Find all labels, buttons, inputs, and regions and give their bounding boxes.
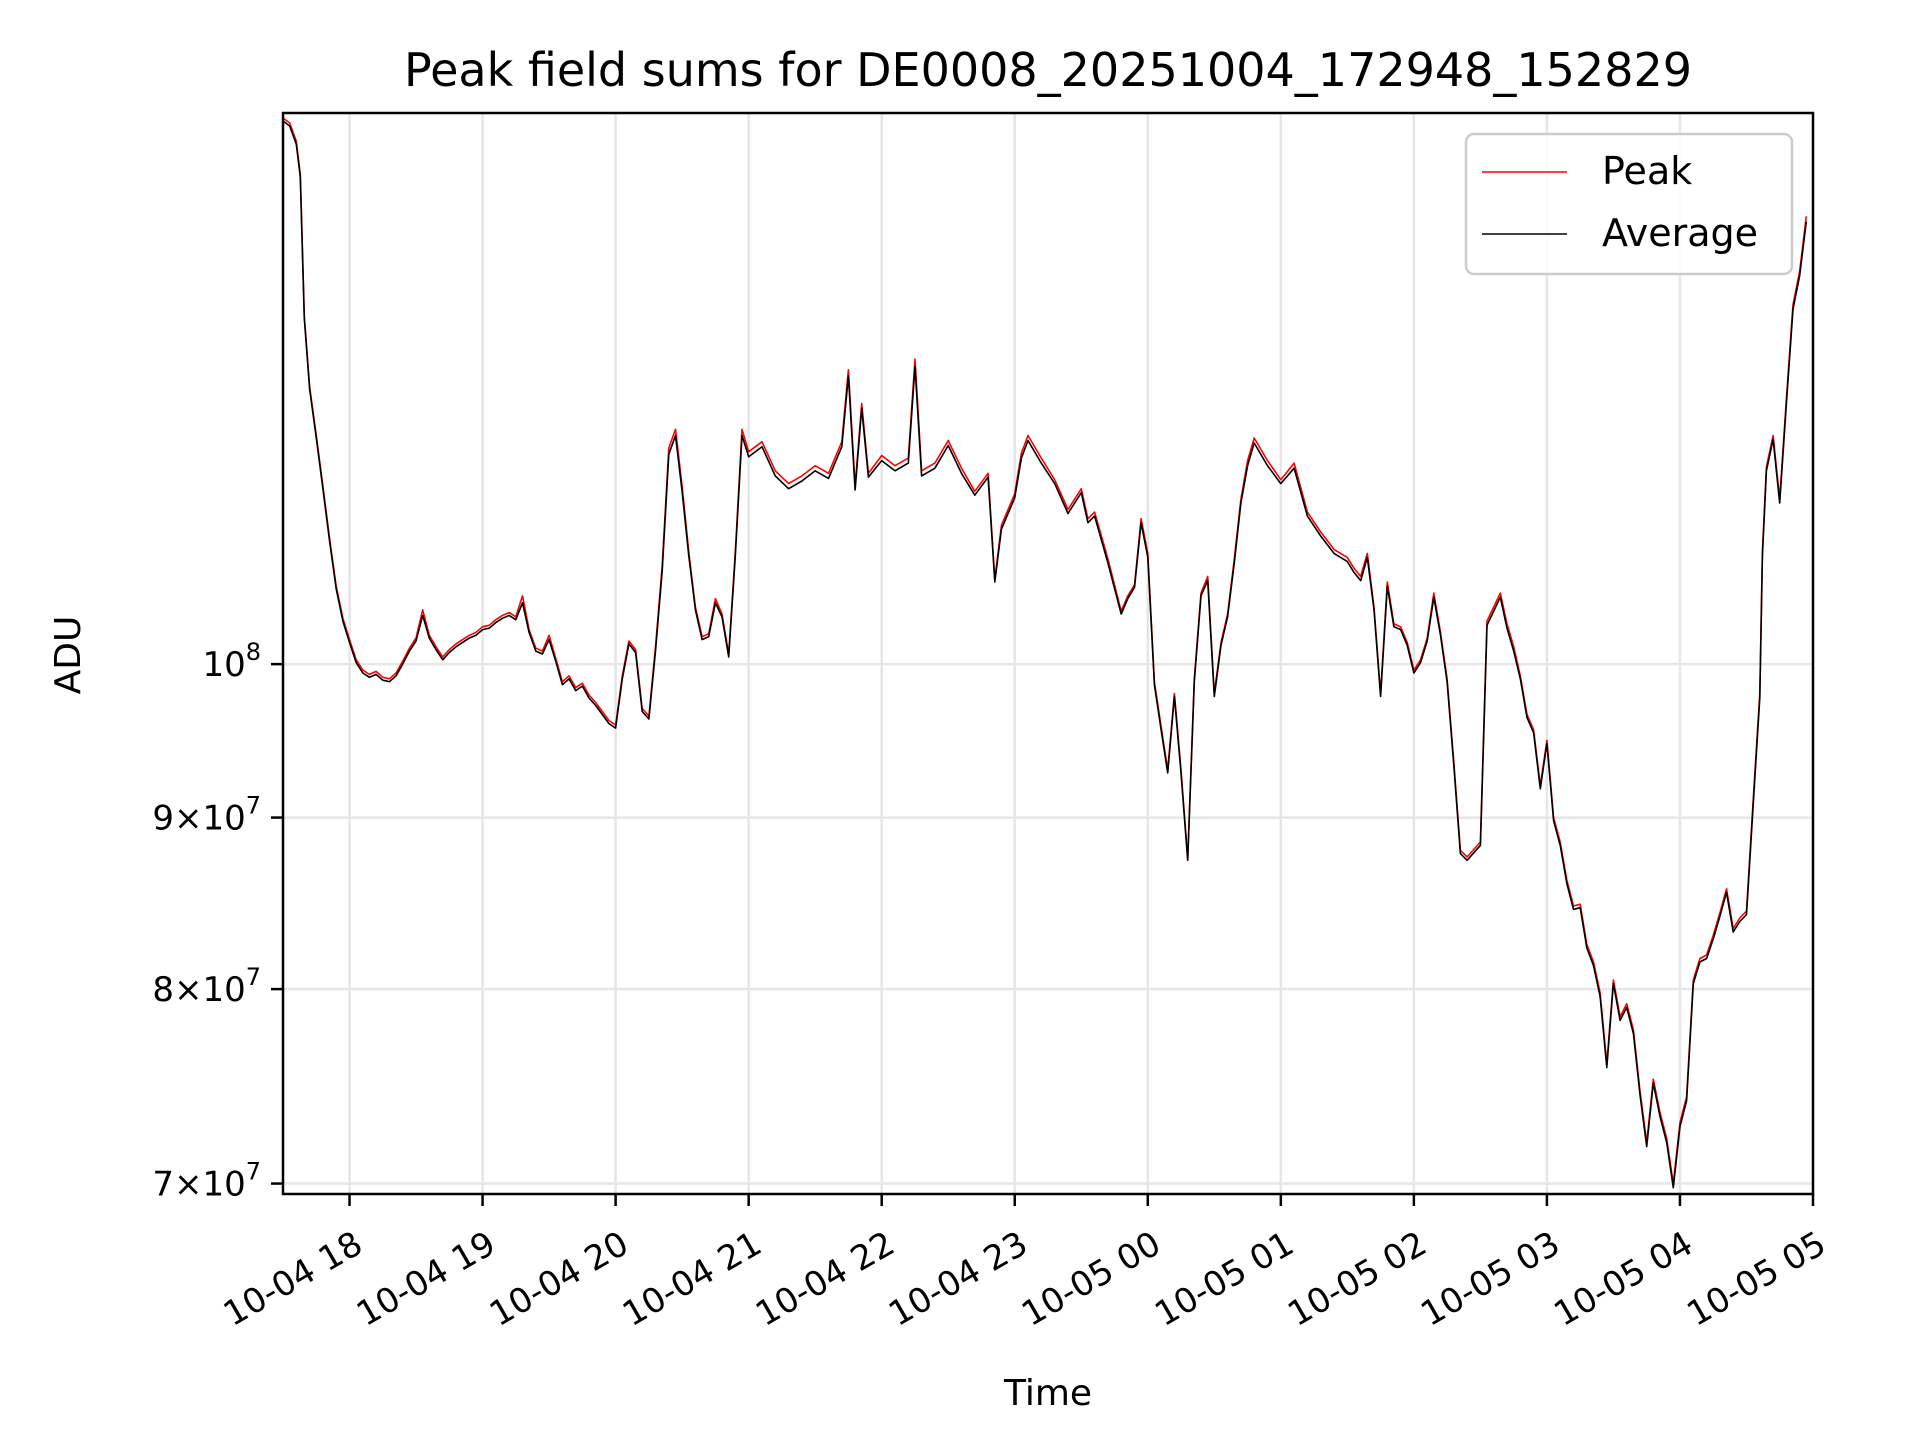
legend-average-label: Average [1602, 211, 1758, 255]
y-tick-label: 108 [202, 638, 261, 685]
y-tick-label: 9×107 [152, 792, 261, 839]
y-tick-label: 7×107 [152, 1158, 261, 1205]
legend-peak-label: Peak [1602, 149, 1692, 193]
y-tick-label: 8×107 [152, 963, 261, 1010]
legend-box [1464, 132, 1794, 276]
y-axis-label: ADU [48, 616, 89, 695]
plot-frame [281, 111, 1815, 1196]
chart-title: Peak field sums for DE0008_20251004_1729… [404, 43, 1692, 97]
series-line-peak [282, 117, 1808, 1185]
legend: Peak Average [1464, 132, 1794, 276]
y-axis-ticks: 7×107 8×107 9×107 108 [152, 638, 283, 1205]
series-lines [282, 117, 1808, 1189]
series-line-average [282, 120, 1808, 1189]
x-axis-label: Time [1003, 1373, 1092, 1414]
grid [283, 113, 1815, 1194]
